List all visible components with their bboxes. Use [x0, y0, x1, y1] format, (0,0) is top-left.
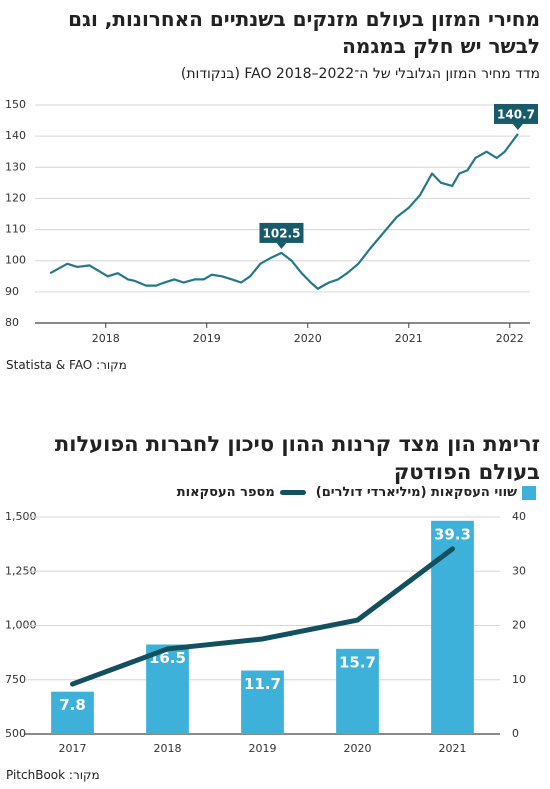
y-tick-label: 140 [5, 129, 26, 142]
callout-pointer [276, 242, 287, 249]
source: מקור: PitchBook [6, 768, 100, 782]
x-tick-label: 2020 [294, 332, 322, 345]
y-tick-label: 120 [5, 191, 26, 204]
x-tick-label: 2018 [154, 742, 182, 755]
x-tick-label: 2019 [249, 742, 277, 755]
y-tick-label: 100 [5, 254, 26, 267]
y-tick-label: 1,500 [5, 510, 37, 523]
legend-label: שווי העסקאות (מיליארדי דולרים) [315, 485, 517, 500]
chart-title: מחירי המזון בעולם מזנקים בשנתיים האחרונו… [68, 7, 540, 58]
y-tick-label: 1,250 [5, 564, 37, 577]
y-tick-label: 750 [5, 673, 26, 686]
bar [146, 644, 189, 734]
legend: שווי העסקאות (מיליארדי דולרים) מספר העסק… [177, 485, 536, 500]
y-tick-label: 40 [512, 510, 526, 523]
callout-pointer [512, 123, 523, 130]
legend-item: שווי העסקאות (מיליארדי דולרים) [316, 485, 536, 500]
legend-swatch [522, 485, 536, 500]
y-tick-label: 20 [512, 619, 526, 632]
callout-box [259, 222, 304, 243]
value-label: 7.8 [59, 696, 86, 714]
value-label: 39.3 [434, 525, 471, 543]
chart-title: זרימת הון מצד קרנות ההון סיכון לחברות הפ… [54, 432, 540, 484]
bar [51, 691, 94, 734]
y-tick-label: 10 [512, 673, 526, 686]
bar [241, 670, 284, 734]
callout-box [494, 103, 538, 124]
value-label: 140.7 [497, 107, 535, 121]
y-tick-label: 150 [5, 98, 26, 111]
bar [336, 648, 379, 734]
x-tick-label: 2021 [439, 742, 467, 755]
value-label: 11.7 [244, 675, 281, 693]
x-tick-label: 2021 [395, 332, 423, 345]
bar [431, 520, 474, 734]
value-label: 15.7 [339, 653, 376, 671]
chart-subtitle: מדד מחיר המזון הגלובלי של ה־FAO 2018–202… [180, 66, 540, 82]
value-label: 102.5 [263, 226, 301, 240]
legend-swatch [279, 490, 306, 495]
y-tick-label: 90 [5, 285, 19, 298]
y-tick-label: 130 [5, 160, 26, 173]
x-tick-label: 2018 [92, 332, 120, 345]
x-tick-label: 2022 [496, 332, 524, 345]
x-tick-label: 2020 [344, 742, 372, 755]
y-tick-label: 80 [5, 316, 19, 329]
y-tick-label: 500 [5, 727, 26, 740]
line [70, 546, 455, 687]
legend-item: מספר העסקאות [177, 485, 306, 500]
x-tick-label: 2017 [59, 742, 87, 755]
y-tick-label: 30 [512, 564, 526, 577]
x-tick-label: 2019 [193, 332, 221, 345]
y-tick-label: 0 [512, 727, 519, 740]
y-tick-label: 110 [5, 223, 26, 236]
y-tick-label: 1,000 [5, 619, 37, 632]
legend-label: מספר העסקאות [176, 485, 275, 500]
source: מקור: Statista & FAO [6, 358, 127, 372]
line [49, 133, 519, 290]
